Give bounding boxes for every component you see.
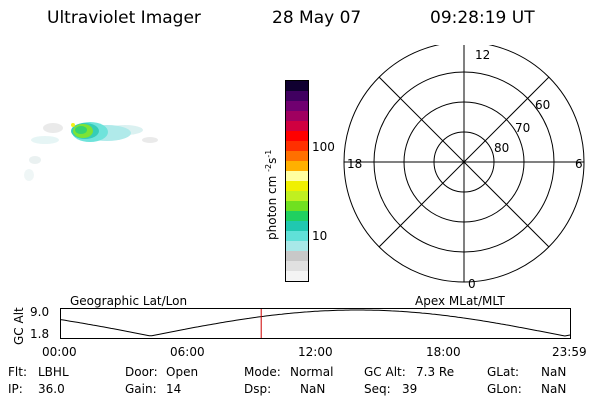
colorbar-segment: [286, 91, 308, 101]
colorbar-segment: [286, 101, 308, 111]
image-date: 28 May 07: [272, 8, 362, 28]
glon-value: NaN: [541, 382, 567, 396]
colorbar-segment: [286, 161, 308, 171]
lat-label-70: 70: [515, 121, 530, 135]
colorbar-segment: [286, 151, 308, 161]
colorbar-segment: [286, 111, 308, 121]
gcalt-tick-top: 9.0: [30, 305, 50, 319]
lat-label-80: 80: [494, 141, 509, 155]
seq-value: 39: [402, 382, 418, 396]
colorbar-segment: [286, 171, 308, 181]
door-label: Door:: [125, 365, 158, 379]
time-tick-3: 18:00: [426, 345, 461, 359]
colorbar-segment: [286, 261, 308, 271]
colorbar-segment: [286, 241, 308, 251]
colorbar-segment: [286, 121, 308, 131]
lat-label-60: 60: [535, 98, 550, 112]
orbit-altitude-plot: [60, 308, 571, 339]
glat-label: GLat:: [487, 365, 520, 379]
colorbar-segment: [286, 191, 308, 201]
colorbar-segment: [286, 201, 308, 211]
mlt-label-0: 0: [468, 277, 476, 290]
gcalt-label: GC Alt:: [364, 365, 406, 379]
image-time: 09:28:19 UT: [430, 8, 535, 28]
apex-label: Apex MLat/MLT: [415, 294, 505, 308]
glat-value: NaN: [541, 365, 567, 379]
mlt-label-6: 6: [575, 157, 583, 171]
door-value: Open: [166, 365, 199, 379]
colorbar-segment: [286, 81, 308, 91]
mlt-label-12: 12: [475, 48, 490, 62]
mode-value: Normal: [290, 365, 334, 379]
colorbar: [285, 80, 309, 282]
polar-diagonal-2: [378, 76, 550, 248]
colorbar-segment: [286, 131, 308, 141]
ip-label: IP:: [8, 382, 23, 396]
colorbar-segment: [286, 141, 308, 151]
gcalt-axis-title: GC Alt: [12, 307, 26, 345]
gain-value: 14: [166, 382, 182, 396]
auroral-image: [24, 122, 158, 181]
colorbar-segment: [286, 211, 308, 221]
colorbar-segment: [286, 271, 308, 281]
colorbar-unit-label: photon cm -2s-1: [264, 149, 279, 240]
geographic-label: Geographic Lat/Lon: [70, 294, 188, 308]
timeline-frame: [60, 308, 571, 339]
time-tick-1: 06:00: [170, 345, 205, 359]
dsp-value: NaN: [300, 382, 326, 396]
time-tick-4: 23:59: [552, 345, 587, 359]
colorbar-tick-100: 100: [312, 140, 335, 154]
colorbar-segment: [286, 231, 308, 241]
time-tick-0: 00:00: [42, 345, 77, 359]
seq-label: Seq:: [364, 382, 391, 396]
gcalt-tick-bottom: 1.8: [30, 327, 50, 341]
altitude-curve: [60, 309, 571, 337]
time-tick-2: 12:00: [298, 345, 333, 359]
colorbar-tick-10: 10: [312, 229, 328, 243]
instrument-title: Ultraviolet Imager: [47, 8, 201, 28]
colorbar-segment: [286, 221, 308, 231]
filter-value: LBHL: [38, 365, 69, 379]
ip-value: 36.0: [38, 382, 65, 396]
filter-label: Flt:: [8, 365, 27, 379]
polar-plot: 12 18 6 0 60 70 80: [343, 45, 585, 290]
dsp-label: Dsp:: [244, 382, 272, 396]
colorbar-segment: [286, 181, 308, 191]
gain-label: Gain:: [125, 382, 157, 396]
glon-label: GLon:: [487, 382, 522, 396]
colorbar-segment: [286, 251, 308, 261]
gcalt-value: 7.3 Re: [416, 365, 455, 379]
mode-label: Mode:: [244, 365, 281, 379]
mlt-label-18: 18: [347, 157, 362, 171]
